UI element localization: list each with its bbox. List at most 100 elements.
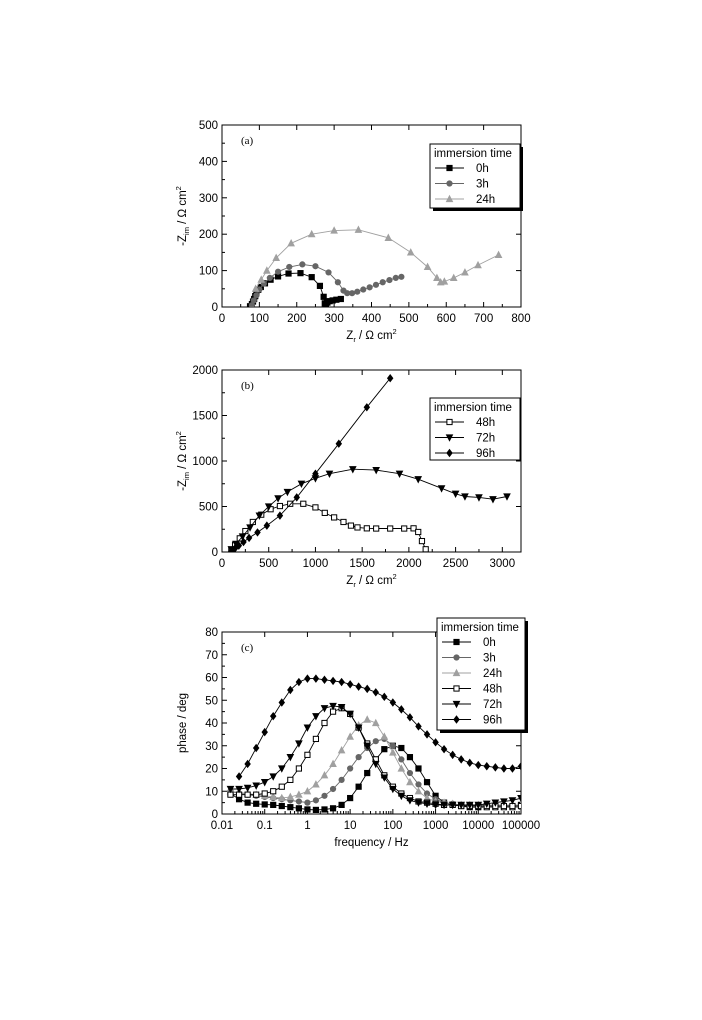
series-24h bbox=[251, 225, 503, 292]
data-point bbox=[380, 774, 389, 782]
data-point bbox=[321, 719, 328, 727]
data-point bbox=[253, 791, 260, 798]
data-point bbox=[334, 279, 341, 286]
data-point bbox=[287, 239, 295, 247]
series-72h bbox=[227, 466, 511, 552]
data-point bbox=[287, 804, 294, 811]
data-point bbox=[500, 798, 508, 806]
y-tick-label: 100 bbox=[199, 266, 218, 278]
x-tick-label: 300 bbox=[325, 313, 344, 325]
data-point bbox=[303, 724, 312, 732]
data-point bbox=[398, 756, 405, 763]
data-point bbox=[304, 806, 311, 813]
x-tick-label: 700 bbox=[474, 313, 493, 325]
data-point bbox=[269, 711, 277, 721]
data-point bbox=[431, 801, 440, 810]
data-point bbox=[423, 262, 432, 271]
data-point bbox=[355, 682, 362, 691]
data-point bbox=[397, 792, 406, 801]
data-point bbox=[251, 284, 260, 292]
legend-marker bbox=[445, 194, 454, 203]
legend-entry-24h: 24h bbox=[476, 194, 495, 206]
data-point bbox=[312, 504, 319, 511]
data-point bbox=[457, 801, 466, 810]
data-point bbox=[354, 288, 361, 295]
label-superscript: 2 bbox=[393, 572, 397, 581]
data-point bbox=[503, 493, 511, 501]
label-base: Z bbox=[346, 330, 353, 342]
y-tick-label: 400 bbox=[199, 156, 218, 168]
data-point bbox=[384, 233, 393, 241]
data-point bbox=[372, 467, 380, 475]
x-tick-label: 2500 bbox=[443, 558, 469, 570]
y-tick-label: 10 bbox=[205, 786, 218, 798]
data-point bbox=[415, 722, 422, 731]
data-point bbox=[246, 524, 254, 532]
data-point bbox=[286, 754, 295, 762]
data-point bbox=[440, 277, 449, 285]
data-point bbox=[238, 533, 247, 541]
data-point bbox=[257, 275, 266, 283]
data-point bbox=[414, 786, 423, 795]
data-point bbox=[312, 713, 320, 721]
data-point bbox=[406, 769, 414, 777]
data-point bbox=[278, 783, 285, 790]
legend-marker bbox=[452, 700, 461, 709]
data-point bbox=[406, 713, 414, 722]
legend-entry-48h: 48h bbox=[476, 417, 495, 429]
label-subscript: im bbox=[182, 227, 191, 235]
data-point bbox=[406, 797, 414, 805]
data-point bbox=[475, 760, 482, 770]
x-axis-label: Zr / Ω cm2 bbox=[346, 572, 396, 589]
data-point bbox=[321, 792, 328, 799]
data-point bbox=[261, 790, 268, 797]
data-point bbox=[492, 763, 499, 772]
legend-entry-3h: 3h bbox=[476, 179, 489, 191]
series-3h bbox=[248, 261, 405, 307]
data-point bbox=[437, 485, 446, 493]
data-point bbox=[329, 702, 337, 711]
data-point bbox=[398, 744, 405, 752]
y-tick-label: 0 bbox=[212, 547, 218, 559]
label-superscript: 2 bbox=[174, 431, 183, 435]
data-point bbox=[363, 742, 372, 751]
data-point bbox=[274, 495, 282, 503]
data-point bbox=[410, 525, 417, 532]
data-point bbox=[295, 740, 303, 748]
label-superscript: 2 bbox=[174, 186, 183, 190]
panel-label: (c) bbox=[241, 642, 254, 654]
legend: immersion time 48h 72h 96h bbox=[429, 397, 521, 461]
legend: immersion time 0h 3h 24h bbox=[429, 143, 523, 211]
data-point bbox=[263, 521, 271, 530]
data-point bbox=[372, 688, 379, 697]
data-point bbox=[386, 373, 394, 383]
panel-label: (a) bbox=[241, 135, 254, 147]
data-point bbox=[304, 751, 311, 758]
data-point bbox=[371, 760, 380, 769]
data-point bbox=[423, 779, 431, 786]
data-point bbox=[500, 764, 508, 773]
data-point bbox=[278, 698, 286, 707]
legend-entry-24h: 24h bbox=[483, 668, 502, 680]
legend-title: immersion time bbox=[434, 148, 512, 160]
series-line bbox=[230, 503, 427, 551]
data-point bbox=[371, 718, 380, 727]
data-point bbox=[320, 771, 329, 779]
data-point bbox=[354, 524, 361, 531]
series-72h bbox=[226, 702, 521, 810]
data-point bbox=[243, 784, 252, 793]
data-point bbox=[381, 692, 388, 702]
legend-entry-72h: 72h bbox=[476, 433, 495, 445]
x-tick-label: 3000 bbox=[490, 558, 516, 570]
data-point bbox=[414, 476, 423, 484]
x-tick-label: 1000 bbox=[303, 558, 329, 570]
data-point bbox=[295, 790, 303, 798]
data-point bbox=[269, 773, 278, 781]
data-point bbox=[269, 792, 278, 801]
data-point bbox=[320, 705, 329, 713]
data-point bbox=[321, 675, 328, 684]
y-tick-label: 30 bbox=[205, 741, 218, 753]
legend-entry-72h: 72h bbox=[483, 699, 502, 711]
y-tick-label: 500 bbox=[199, 120, 218, 132]
data-point bbox=[329, 676, 337, 686]
